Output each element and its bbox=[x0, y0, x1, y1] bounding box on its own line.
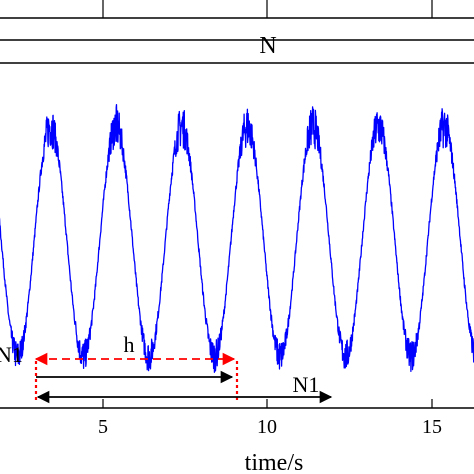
x-tick-labels: 5 10 15 bbox=[98, 416, 442, 438]
n1-left-label: N1 bbox=[0, 342, 23, 367]
x-tick-label-15: 15 bbox=[422, 416, 442, 438]
n-span-label: N bbox=[259, 33, 276, 59]
x-tick-label-5: 5 bbox=[98, 416, 108, 438]
n1-right-label: N1 bbox=[293, 372, 320, 397]
h-span-label: h bbox=[124, 332, 135, 357]
annotation-n1-right: N1 bbox=[36, 372, 333, 404]
top-ticks bbox=[102, 0, 433, 18]
annotation-h: h bbox=[34, 332, 236, 366]
series-line bbox=[0, 103, 474, 373]
annotation-n1-left: N1 bbox=[0, 342, 234, 384]
x-axis-label: time/s bbox=[245, 450, 304, 474]
x-tick-label-10: 10 bbox=[257, 416, 277, 438]
